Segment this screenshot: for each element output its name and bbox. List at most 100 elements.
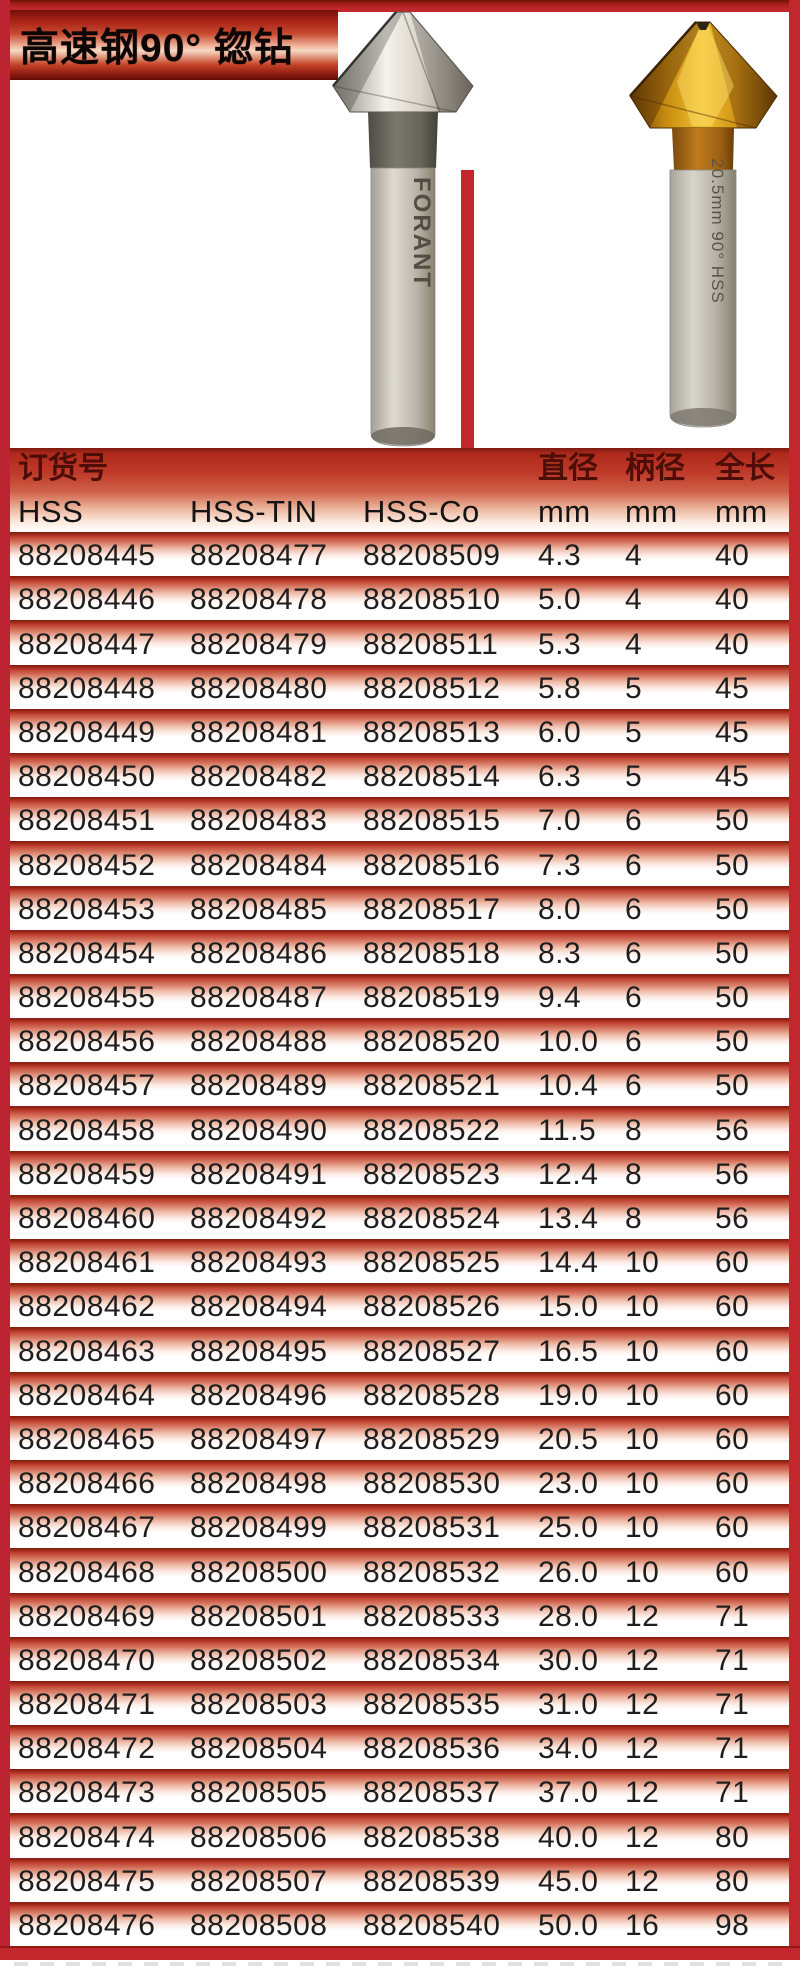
table-row: 88208450 88208482 88208514 6.3 5 45	[10, 752, 789, 798]
cell-hss-co-part: 88208510	[363, 583, 501, 617]
cell-hss-tin-part: 88208497	[190, 1422, 328, 1456]
cell-hss-part: 88208445	[18, 539, 156, 573]
cell-shank-diameter: 12	[625, 1732, 660, 1766]
cell-hss-co-part: 88208515	[363, 804, 501, 838]
cell-hss-co-part: 88208521	[363, 1069, 501, 1103]
cell-hss-tin-part: 88208500	[190, 1555, 328, 1589]
silver-shank: FORANT	[370, 167, 436, 447]
cell-hss-tin-part: 88208482	[190, 760, 328, 794]
cell-shank-diameter: 12	[625, 1864, 660, 1898]
cell-overall-length: 80	[715, 1820, 750, 1854]
cell-overall-length: 45	[715, 715, 750, 749]
cell-hss-co-part: 88208513	[363, 715, 501, 749]
cell-hss-tin-part: 88208496	[190, 1378, 328, 1412]
cell-diameter: 31.0	[538, 1688, 599, 1722]
cell-hss-part: 88208465	[18, 1422, 156, 1456]
cell-diameter: 16.5	[538, 1334, 599, 1368]
cell-shank-diameter: 5	[625, 671, 643, 705]
cell-overall-length: 50	[715, 848, 750, 882]
cell-hss-part: 88208451	[18, 804, 156, 838]
page-title: 高速钢90° 锪钻	[20, 27, 294, 70]
cell-diameter: 5.3	[538, 627, 582, 661]
cell-hss-part: 88208459	[18, 1157, 156, 1191]
cell-hss-co-part: 88208528	[363, 1378, 501, 1412]
cell-overall-length: 98	[715, 1909, 750, 1942]
cell-hss-tin-part: 88208507	[190, 1864, 328, 1898]
cell-hss-co-part: 88208522	[363, 1113, 501, 1147]
cell-diameter: 26.0	[538, 1555, 599, 1589]
table-row: 88208470 88208502 88208534 30.0 12 71	[10, 1636, 789, 1681]
cell-hss-part: 88208474	[18, 1820, 156, 1854]
cell-hss-co-part: 88208537	[363, 1776, 501, 1810]
cell-overall-length: 60	[715, 1422, 750, 1456]
cell-overall-length: 50	[715, 1025, 750, 1059]
cell-diameter: 30.0	[538, 1643, 599, 1677]
cell-overall-length: 80	[715, 1864, 750, 1898]
cell-hss-part: 88208472	[18, 1732, 156, 1766]
cell-overall-length: 50	[715, 804, 750, 838]
page-cut-artifact	[14, 1962, 786, 1966]
cell-hss-co-part: 88208518	[363, 936, 501, 970]
cell-hss-co-part: 88208530	[363, 1467, 501, 1501]
shank-diameter-label: 柄径	[625, 452, 685, 485]
cell-overall-length: 45	[715, 760, 750, 794]
cell-hss-tin-part: 88208478	[190, 583, 328, 617]
cell-hss-tin-part: 88208502	[190, 1643, 328, 1677]
cell-hss-part: 88208473	[18, 1776, 156, 1810]
cell-diameter: 10.0	[538, 1025, 599, 1059]
table-row: 88208473 88208505 88208537 37.0 12 71	[10, 1769, 789, 1814]
table-row: 88208457 88208489 88208521 10.4 6 50	[10, 1062, 789, 1107]
cell-shank-diameter: 5	[625, 715, 643, 749]
cell-hss-tin-part: 88208479	[190, 627, 328, 661]
cell-overall-length: 40	[715, 583, 750, 617]
overall-length-label: 全长	[715, 452, 775, 485]
cell-hss-part: 88208464	[18, 1378, 156, 1412]
cell-diameter: 9.4	[538, 981, 582, 1015]
cell-overall-length: 60	[715, 1246, 750, 1280]
table-row: 88208472 88208504 88208536 34.0 12 71	[10, 1725, 789, 1770]
cell-overall-length: 56	[715, 1113, 750, 1147]
cell-diameter: 6.3	[538, 760, 582, 794]
cell-hss-co-part: 88208538	[363, 1820, 501, 1854]
cell-hss-part: 88208449	[18, 715, 156, 749]
cell-hss-part: 88208447	[18, 627, 156, 661]
cell-diameter: 23.0	[538, 1467, 599, 1501]
cell-hss-tin-part: 88208480	[190, 671, 328, 705]
cell-hss-tin-part: 88208508	[190, 1909, 328, 1942]
cell-overall-length: 60	[715, 1555, 750, 1589]
cell-hss-co-part: 88208535	[363, 1688, 501, 1722]
cell-hss-part: 88208457	[18, 1069, 156, 1103]
cell-diameter: 20.5	[538, 1422, 599, 1456]
cell-hss-part: 88208450	[18, 760, 156, 794]
cell-hss-tin-part: 88208499	[190, 1511, 328, 1545]
col-hss-co: HSS-Co	[363, 493, 480, 529]
frame-bottom-bar	[0, 1946, 800, 1960]
cell-shank-diameter: 12	[625, 1599, 660, 1633]
cell-diameter: 7.0	[538, 804, 582, 838]
cell-hss-tin-part: 88208487	[190, 981, 328, 1015]
table-row: 88208461 88208493 88208525 14.4 10 60	[10, 1239, 789, 1284]
cell-hss-part: 88208470	[18, 1643, 156, 1677]
silver-shank-marking: FORANT	[408, 177, 435, 289]
table-row: 88208469 88208501 88208533 28.0 12 71	[10, 1592, 789, 1637]
cell-hss-co-part: 88208514	[363, 760, 501, 794]
cell-overall-length: 56	[715, 1202, 750, 1235]
table-row: 88208452 88208484 88208516 7.3 6 50	[10, 841, 789, 886]
cell-hss-tin-part: 88208483	[190, 804, 328, 838]
cell-hss-part: 88208460	[18, 1202, 156, 1235]
silver-neck	[368, 112, 438, 168]
cell-hss-part: 88208475	[18, 1864, 156, 1898]
cell-hss-part: 88208469	[18, 1599, 156, 1633]
table-row: 88208451 88208483 88208515 7.0 6 50	[10, 797, 789, 842]
cell-hss-part: 88208455	[18, 981, 156, 1015]
cell-hss-part: 88208454	[18, 936, 156, 970]
cell-diameter: 40.0	[538, 1820, 599, 1854]
cell-shank-diameter: 6	[625, 1025, 643, 1059]
cell-hss-co-part: 88208520	[363, 1025, 501, 1059]
table-row: 88208467 88208499 88208531 25.0 10 60	[10, 1504, 789, 1549]
table-row: 88208449 88208481 88208513 6.0 5 45	[10, 708, 789, 753]
cell-hss-co-part: 88208511	[363, 627, 499, 661]
cell-hss-co-part: 88208531	[363, 1511, 501, 1545]
cell-hss-co-part: 88208532	[363, 1555, 501, 1589]
table-row: 88208458 88208490 88208522 11.5 8 56	[10, 1106, 789, 1151]
